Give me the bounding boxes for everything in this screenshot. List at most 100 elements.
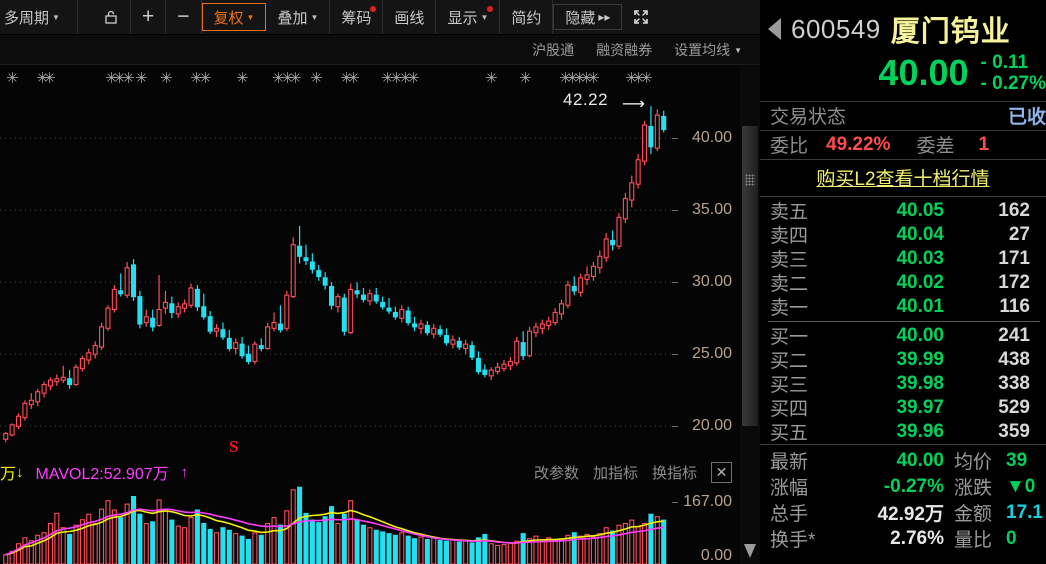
period-selector[interactable]: 多周期 ▼ — [0, 0, 78, 34]
mavol1-label: 万 — [0, 466, 17, 483]
order-volume: 27 — [1008, 223, 1030, 245]
chevron-down-icon: ▼ — [480, 13, 489, 22]
weibi-label: 委比 — [770, 136, 809, 158]
axis-tick — [672, 502, 678, 503]
order-book-row[interactable]: 卖二 40.02 172 — [760, 271, 1046, 296]
mavol2-arrow-icon: ↑ — [180, 463, 189, 481]
order-book-row[interactable]: 卖五 40.05 162 — [760, 199, 1046, 224]
weicha-label: 委差 — [916, 136, 955, 158]
scrollbar-grip-icon — [745, 174, 755, 186]
volume-chart[interactable] — [0, 486, 672, 564]
margin-trading-link[interactable]: 融资融券 — [596, 40, 652, 60]
scroll-down-icon[interactable] — [744, 544, 756, 558]
back-triangle-icon[interactable] — [768, 18, 781, 40]
hide-button[interactable]: 隐藏 ▸▸ — [553, 4, 623, 30]
close-indicator-button[interactable]: ✕ — [711, 461, 732, 483]
order-price: 39.97 — [896, 396, 944, 418]
order-price: 40.05 — [896, 199, 944, 221]
stat-label-left: 涨幅 — [770, 478, 809, 500]
simple-label: 简约 — [511, 9, 542, 27]
axis-tick — [672, 210, 678, 212]
stat-value-left: 42.92万 — [877, 504, 944, 526]
order-book-row[interactable]: 买五 39.96 359 — [760, 420, 1046, 445]
event-marker-icon: ✳ — [340, 70, 353, 87]
peak-price-annotation: 42.22 — [563, 90, 609, 109]
current-price: 40.00 — [878, 52, 969, 94]
buy-l2-link[interactable]: 购买L2查看十档行情 — [816, 168, 990, 190]
order-book-separator — [768, 320, 1040, 322]
display-button[interactable]: 显示 ▼ — [436, 0, 501, 34]
quote-header: 600549 厦门钨业 40.00 - 0.11 - 0.27% — [760, 0, 1046, 101]
stat-row: 最新 40.00 均价 39 — [760, 448, 1046, 474]
adjust-button[interactable]: 复权 ▼ — [201, 3, 267, 31]
price-change: - 0.11 — [980, 52, 1029, 73]
order-level-label: 买五 — [770, 423, 809, 445]
event-marker-icon: ✳ — [236, 70, 249, 87]
divider — [760, 195, 1046, 197]
order-price: 40.03 — [896, 247, 944, 269]
stat-value-right: 17.1 — [1006, 501, 1043, 523]
change-params-button[interactable]: 改参数 — [533, 464, 579, 482]
order-book-row[interactable]: 买四 39.97 529 — [760, 396, 1046, 421]
price-axis-label: 30.00 — [691, 273, 732, 291]
quote-price-row: 40.00 - 0.11 - 0.27% — [760, 50, 1046, 101]
hk-connect-link[interactable]: 沪股通 — [532, 40, 574, 60]
minus-icon: − — [177, 5, 190, 28]
mavol1-arrow-icon: ↓ — [16, 463, 24, 481]
event-marker-icon: ✳ — [281, 70, 294, 87]
chart-toolbar: 多周期 ▼ + − 复权 ▼ 叠加 ▼ — [0, 0, 760, 35]
add-indicator-button[interactable]: 加指标 — [592, 464, 638, 482]
weibi-row: 委比 49.22% 委差 1 — [760, 131, 1046, 159]
divider — [760, 158, 1046, 160]
order-book-row[interactable]: 卖一 40.01 116 — [760, 295, 1046, 320]
hide-label: 隐藏 — [565, 9, 596, 27]
order-book-row[interactable]: 卖四 40.04 27 — [760, 223, 1046, 248]
display-label: 显示 — [447, 9, 478, 27]
stat-value-right: 0 — [1006, 527, 1017, 549]
divider — [760, 443, 1046, 445]
toolbar-gap — [78, 0, 92, 34]
stat-value-right: 39 — [1006, 449, 1028, 471]
ask-rows: 卖五 40.05 162 卖四 40.04 27 卖三 40.03 171 卖二 40.02 172 卖… — [760, 199, 1046, 320]
simple-button[interactable]: 简约 — [500, 0, 554, 34]
event-marker-icon: ✳ — [390, 70, 403, 87]
order-volume: 241 — [998, 324, 1030, 346]
order-volume: 438 — [998, 348, 1030, 370]
event-marker-icon: ✳ — [580, 70, 593, 87]
event-marker-icon: ✳ — [519, 70, 532, 87]
chart-vertical-scrollbar[interactable] — [740, 66, 760, 564]
quote-stats: 最新 40.00 均价 39 涨幅 -0.27% 涨跌 ▼0 总手 42.92万 金额 17.1 换手*… — [760, 445, 1046, 552]
order-book-row[interactable]: 买二 39.99 438 — [760, 348, 1046, 373]
stat-row: 换手* 2.76% 量比 0 — [760, 526, 1046, 552]
order-book-row[interactable]: 买一 40.00 241 — [760, 324, 1046, 349]
candlestick-chart[interactable] — [0, 92, 672, 458]
order-price: 39.99 — [896, 348, 944, 370]
chips-button[interactable]: 筹码 — [330, 0, 384, 34]
scrollbar-thumb[interactable] — [742, 126, 758, 426]
stat-label-left: 总手 — [770, 504, 809, 526]
zoom-in-button[interactable]: + — [131, 0, 167, 34]
order-price: 40.01 — [896, 295, 944, 317]
event-marker-icon: ✳ — [289, 70, 302, 87]
price-axis-label: 25.00 — [691, 345, 732, 363]
order-book-row[interactable]: 买三 39.98 338 — [760, 372, 1046, 397]
mavol2-label: MAVOL2:52.907万 — [35, 466, 169, 483]
event-marker-icon: ✳ — [113, 70, 126, 87]
volume-axis-label: 167.00 — [683, 493, 732, 510]
switch-indicator-button[interactable]: 换指标 — [651, 464, 697, 482]
divider — [760, 100, 1046, 102]
set-ma-link[interactable]: 设置均线 ▼ — [674, 40, 742, 60]
overlay-button[interactable]: 叠加 ▼ — [266, 0, 331, 34]
stat-value-left: 2.76% — [890, 527, 944, 549]
stock-name: 厦门钨业 — [890, 16, 1011, 48]
order-volume: 529 — [998, 396, 1030, 418]
zoom-out-button[interactable]: − — [166, 0, 202, 34]
event-marker-icon: ✳ — [573, 70, 586, 87]
draw-button[interactable]: 画线 — [383, 0, 437, 34]
order-price: 40.04 — [896, 223, 944, 245]
fullscreen-button[interactable] — [622, 0, 660, 34]
lock-button[interactable] — [92, 0, 131, 34]
order-volume: 171 — [998, 247, 1030, 269]
price-axis-label: 35.00 — [691, 201, 732, 219]
order-book-row[interactable]: 卖三 40.03 171 — [760, 247, 1046, 272]
